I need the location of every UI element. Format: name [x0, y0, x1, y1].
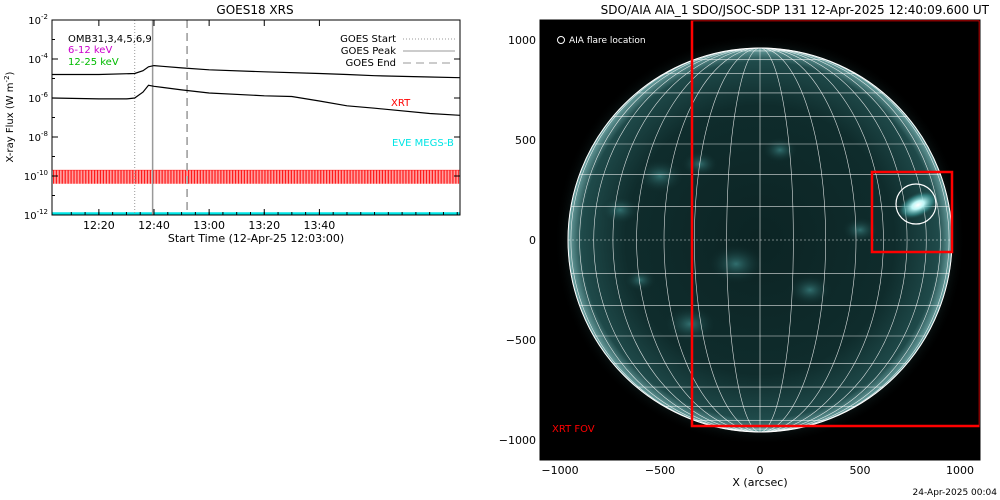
aia-y-tick-label: 1000: [508, 34, 536, 47]
legend-goes-start: GOES Start: [340, 34, 396, 45]
goes-x-axis-label: Start Time (12-Apr-25 12:03:00): [168, 232, 344, 245]
legend-channel-list: OMB31,3,4,5,6,9: [68, 34, 152, 45]
longitude-line: [759, 47, 794, 433]
legend-12-25kev: 12-25 keV: [68, 57, 119, 68]
goes-y-label-exp: -2: [3, 75, 11, 82]
goes-x-tick-label: 13:20: [248, 219, 280, 232]
solar-emission-patch: [788, 274, 832, 306]
goes-y-tick-label: 10-6: [28, 91, 48, 105]
longitude-line: [579, 47, 761, 433]
xrt-fov-label: XRT FOV: [552, 424, 595, 435]
aia-x-tick-label: 1000: [946, 464, 974, 477]
goes-plot-area: [51, 20, 461, 215]
solar-emission-patch: [682, 151, 718, 177]
longitude-line: [759, 47, 950, 433]
aia-x-tick-label: −500: [645, 464, 675, 477]
aia-solar-image: AIA flare location XRT FOV: [552, 20, 980, 446]
goes-y-axis-label: X-ray Flux (W m-2): [3, 71, 16, 162]
eve-megs-b-annotation: EVE MEGS-B: [392, 138, 454, 149]
aia-image-panel: SDO/AIA AIA_1 SDO/JSOC-SDP 131 12-Apr-20…: [499, 3, 990, 489]
longitude-line: [759, 47, 927, 433]
solar-emission-patch: [600, 196, 640, 224]
longitude-line: [694, 47, 761, 433]
aia-flare-legend-label: AIA flare location: [569, 36, 646, 46]
xrt-target-box: [870, 170, 954, 254]
aia-y-ticks: 1000 500 0 −500 −1000: [499, 34, 546, 447]
longitude-line: [759, 47, 857, 433]
footer-timestamp: 24-Apr-2025 00:04: [913, 488, 998, 498]
goes-y-tick-label: 10-2: [28, 13, 48, 27]
goes-x-tick-label: 12:40: [138, 219, 170, 232]
solar-emission-patch: [624, 268, 656, 292]
longitude-line: [570, 47, 761, 433]
aia-y-tick-label: 0: [529, 234, 536, 247]
aia-x-axis-label: X (arcsec): [732, 476, 787, 489]
longitude-line: [759, 47, 908, 433]
longitude-line: [593, 47, 761, 433]
longitude-line: [759, 47, 826, 433]
longitude-line: [759, 47, 941, 433]
goes-y-tick-label: 10-12: [24, 208, 48, 222]
longitude-line: [759, 47, 884, 433]
aia-x-ticks: −1000 −500 0 500 1000: [541, 454, 974, 477]
goes-chart-title: GOES18 XRS: [216, 3, 293, 17]
solar-emission-patch: [664, 305, 716, 343]
solar-emission-patch: [708, 244, 764, 284]
goes-x-ticks: 12:20 12:40 13:00 13:20 13:40: [70, 20, 458, 232]
longitude-line: [663, 47, 761, 433]
solar-emission-patch: [842, 217, 878, 243]
aia-x-tick-label: −1000: [541, 464, 578, 477]
aia-x-tick-label: 0: [757, 464, 764, 477]
aia-image-title: SDO/AIA AIA_1 SDO/JSOC-SDP 131 12-Apr-20…: [601, 3, 990, 17]
goes-x-tick-label: 13:00: [193, 219, 225, 232]
goes-xrs-plot: GOES18 XRS 12:20 12:40 13:00 13:20 13:40 10-…: [3, 3, 461, 245]
solar-emission-patch: [636, 159, 684, 193]
legend-circle-icon: [557, 36, 565, 44]
solar-emission-patch: [762, 137, 798, 163]
goes-y-tick-label: 10-10: [24, 169, 48, 183]
legend-goes-peak: GOES Peak: [341, 46, 396, 57]
aia-y-tick-label: 500: [515, 134, 536, 147]
aia-y-tick-label: −500: [506, 334, 536, 347]
goes-y-label-close: ): [5, 71, 16, 75]
goes-flux-series-0: [52, 64, 461, 79]
xrt-fov-box: [690, 20, 980, 428]
aia-x-tick-label: 500: [850, 464, 871, 477]
legend-goes-end: GOES End: [346, 58, 396, 69]
goes-y-tick-label: 10-4: [28, 52, 48, 66]
goes-y-label-main: X-ray Flux (W m: [5, 82, 16, 162]
goes-flux-series-1: [51, 84, 461, 116]
flare-brightening: [897, 190, 939, 220]
goes-y-ticks: 10-2 10-4 10-6 10-8 10-10 10-12: [24, 13, 460, 222]
aia-flare-location-circle: [895, 183, 937, 225]
goes-x-tick-label: 13:40: [304, 219, 336, 232]
xrt-annotation: XRT: [391, 98, 411, 109]
longitude-line: [726, 47, 761, 433]
legend-6-12kev: 6-12 keV: [68, 45, 112, 56]
goes-y-tick-label: 10-8: [28, 130, 48, 144]
goes-plot-frame: [51, 19, 461, 216]
longitude-line: [636, 47, 761, 433]
aia-y-tick-label: −1000: [499, 434, 536, 447]
goes-x-tick-label: 12:20: [83, 219, 115, 232]
